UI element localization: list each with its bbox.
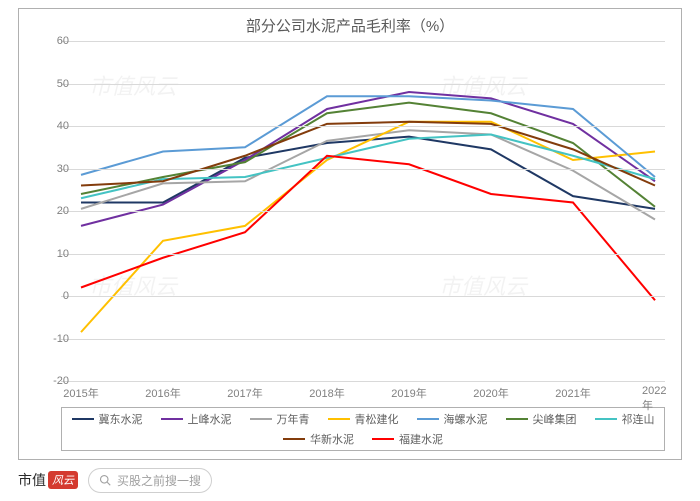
legend-swatch: [595, 418, 617, 420]
gridline: [61, 84, 665, 85]
x-tick-label: 2022年: [642, 385, 668, 413]
legend-label: 华新水泥: [310, 431, 354, 447]
legend-item: 华新水泥: [283, 431, 354, 447]
search-icon: [99, 474, 111, 486]
y-tick-label: 30: [57, 163, 69, 175]
gridline: [61, 41, 665, 42]
x-tick-label: 2015年: [63, 385, 98, 401]
logo-badge: 风云: [48, 471, 78, 489]
y-tick-label: 0: [63, 290, 69, 302]
legend-swatch: [161, 418, 183, 420]
legend-swatch: [417, 418, 439, 420]
gridline: [61, 339, 665, 340]
legend-item: 青松建化: [328, 411, 399, 427]
x-tick-label: 2021年: [555, 385, 590, 401]
gridline: [61, 169, 665, 170]
x-tick-label: 2016年: [145, 385, 180, 401]
gridline: [61, 296, 665, 297]
legend-item: 万年青: [250, 411, 310, 427]
gridline: [61, 381, 665, 382]
legend-label: 冀东水泥: [99, 411, 143, 427]
plot-area: [61, 41, 665, 381]
legend-label: 尖峰集团: [533, 411, 577, 427]
legend-item: 尖峰集团: [506, 411, 577, 427]
legend-label: 青松建化: [355, 411, 399, 427]
search-pill[interactable]: 买股之前搜一搜: [88, 468, 212, 493]
series-line: [81, 135, 655, 199]
series-line: [81, 156, 655, 301]
series-line: [81, 130, 655, 219]
gridline: [61, 254, 665, 255]
legend-swatch: [250, 418, 272, 420]
legend-label: 万年青: [277, 411, 310, 427]
y-tick-label: 40: [57, 120, 69, 132]
y-tick-label: 20: [57, 205, 69, 217]
x-tick-label: 2017年: [227, 385, 262, 401]
search-placeholder: 买股之前搜一搜: [117, 472, 201, 489]
legend-item: 上峰水泥: [161, 411, 232, 427]
legend-label: 上峰水泥: [188, 411, 232, 427]
series-line: [81, 122, 655, 332]
bottom-bar: 市值 风云 买股之前搜一搜: [18, 466, 682, 494]
legend-swatch: [72, 418, 94, 420]
y-tick-label: 50: [57, 78, 69, 90]
y-tick-label: 10: [57, 248, 69, 260]
legend: 冀东水泥 上峰水泥 万年青 青松建化 海螺水泥 尖峰集团 祁连山华新水泥 福建水泥: [61, 407, 665, 451]
chart-title: 部分公司水泥产品毛利率（%）: [19, 15, 681, 36]
legend-item: 福建水泥: [372, 431, 443, 447]
legend-item: 祁连山: [595, 411, 655, 427]
legend-swatch: [506, 418, 528, 420]
x-tick-label: 2020年: [473, 385, 508, 401]
legend-label: 海螺水泥: [444, 411, 488, 427]
gridline: [61, 211, 665, 212]
y-tick-label: 60: [57, 35, 69, 47]
gridline: [61, 126, 665, 127]
legend-item: 海螺水泥: [417, 411, 488, 427]
chart-container: 部分公司水泥产品毛利率（%） 市值风云 市值风云 市值风云 市值风云 冀东水泥上…: [18, 8, 682, 460]
legend-swatch: [372, 438, 394, 440]
legend-swatch: [283, 438, 305, 440]
legend-swatch: [328, 418, 350, 420]
legend-label: 祁连山: [622, 411, 655, 427]
x-tick-label: 2019年: [391, 385, 426, 401]
legend-item: 冀东水泥: [72, 411, 143, 427]
y-tick-label: -10: [53, 333, 69, 345]
x-tick-label: 2018年: [309, 385, 344, 401]
legend-label: 福建水泥: [399, 431, 443, 447]
logo-main: 市值: [18, 470, 46, 490]
